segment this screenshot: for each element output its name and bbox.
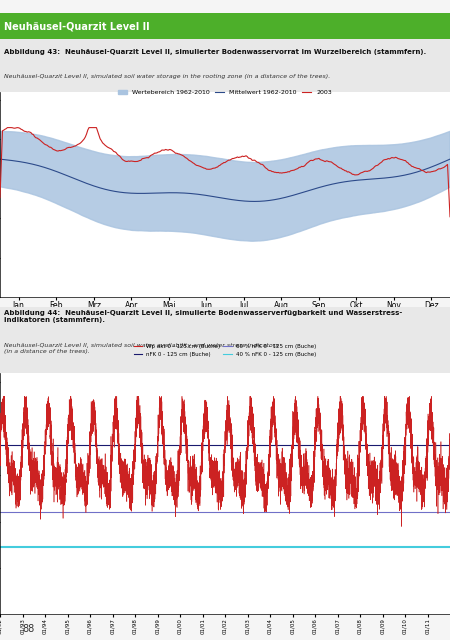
Text: Abbildung 43:  Neuhäusel-Quarzit Level II, simulierter Bodenwasservorrat im Wurz: Abbildung 43: Neuhäusel-Quarzit Level II… (4, 49, 427, 55)
Text: 88: 88 (22, 623, 35, 634)
Text: Neuhäusel-Quarzit Level II, simulated soil water availability and water stress i: Neuhäusel-Quarzit Level II, simulated so… (4, 343, 279, 354)
Legend: Wertebereich 1962-2010, Mittelwert 1962-2010, 2003: Wertebereich 1962-2010, Mittelwert 1962-… (116, 87, 334, 97)
Text: Abbildung 44:  Neuhäusel-Quarzit Level II, simulierte Bodenwasserverfügbarkeit u: Abbildung 44: Neuhäusel-Quarzit Level II… (4, 310, 403, 323)
Text: Neuhäusel-Quarzit Level II, simulated soil water storage in the rooting zone (in: Neuhäusel-Quarzit Level II, simulated so… (4, 74, 331, 79)
Text: Neuhäusel-Quarzit Level II: Neuhäusel-Quarzit Level II (4, 21, 150, 31)
Legend: Wp akt 0 - 125 cm (Buche), nFK 0 - 125 cm (Buche), 60 % nFK 0 - 125 cm (Buche), : Wp akt 0 - 125 cm (Buche), nFK 0 - 125 c… (131, 342, 319, 359)
